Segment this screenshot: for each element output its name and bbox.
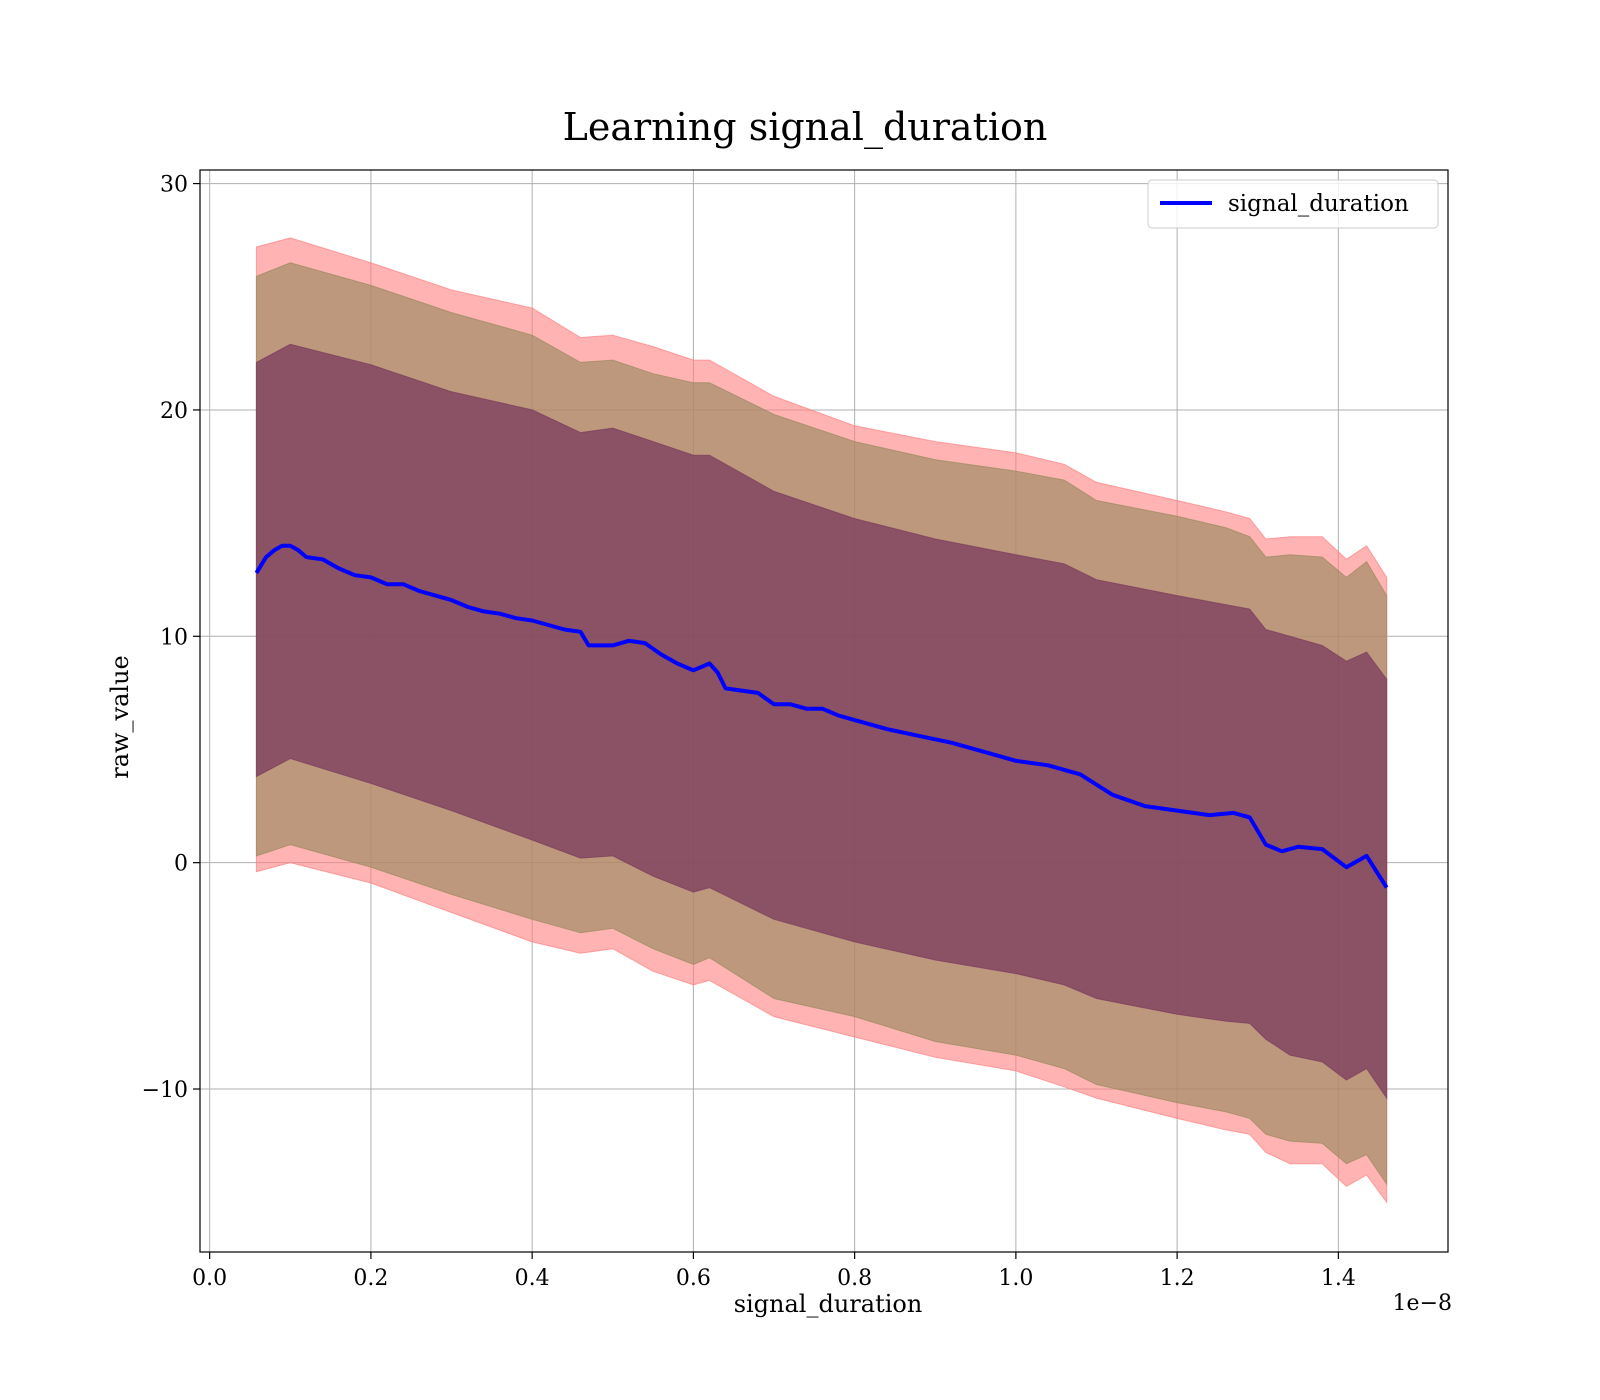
x-axis-title: signal_duration bbox=[734, 1290, 923, 1318]
axes-frame bbox=[199, 169, 1449, 1253]
confidence-band-3 bbox=[255, 343, 1388, 1100]
y-axis-ticks: −10 0 10 20 30 bbox=[142, 173, 200, 1103]
y-tick-label: 10 bbox=[160, 625, 188, 650]
series-lines bbox=[254, 543, 1389, 889]
y-tick-label: 0 bbox=[174, 852, 188, 877]
confidence-bands bbox=[255, 237, 1388, 1204]
y-tick-label: 30 bbox=[160, 173, 188, 198]
y-tick-label: 20 bbox=[160, 399, 188, 424]
x-tick-label: 0.4 bbox=[515, 1266, 550, 1291]
x-tick-label: 1.0 bbox=[998, 1266, 1033, 1291]
x-tick-label: 1.2 bbox=[1160, 1266, 1195, 1291]
legend-label-signal-duration: signal_duration bbox=[1228, 191, 1409, 217]
chart-title: Learning signal_duration bbox=[563, 105, 1048, 150]
x-tick-label: 0.0 bbox=[192, 1266, 227, 1291]
legend: signal_duration bbox=[1147, 179, 1439, 229]
series-line-signal-duration bbox=[254, 543, 1389, 889]
x-tick-label: 1.4 bbox=[1321, 1266, 1356, 1291]
y-tick-label: −10 bbox=[142, 1078, 188, 1103]
x-axis-ticks: 0.0 0.2 0.4 0.6 0.8 1.0 1.2 1.4 bbox=[192, 1252, 1356, 1291]
x-tick-label: 0.2 bbox=[353, 1266, 388, 1291]
y-axis-title: raw_value bbox=[106, 655, 134, 779]
x-tick-label: 0.6 bbox=[676, 1266, 711, 1291]
x-axis-offset-label: 1e−8 bbox=[1393, 1291, 1452, 1316]
x-tick-label: 0.8 bbox=[837, 1266, 872, 1291]
plot-frame bbox=[199, 169, 1449, 1253]
legend-box bbox=[1147, 179, 1439, 229]
